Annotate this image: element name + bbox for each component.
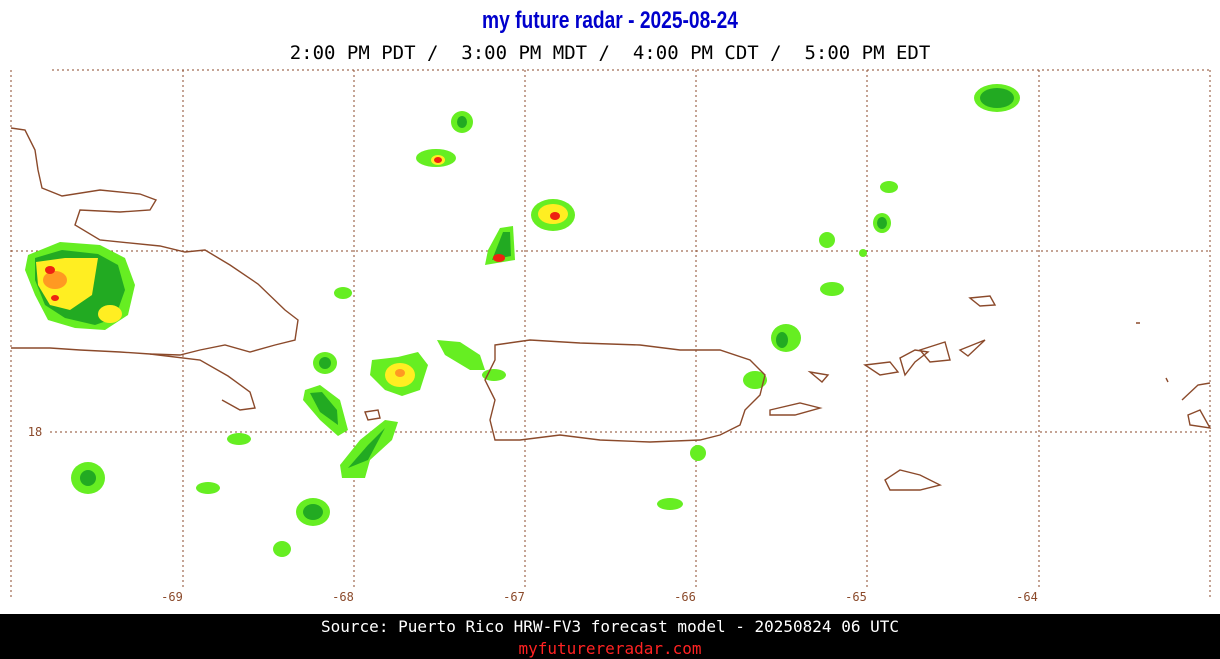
longitude-label: -66 [674,590,696,604]
coastlines [10,127,1212,491]
source-text: Source: Puerto Rico HRW-FV3 forecast mod… [321,617,899,636]
time-zones: 2:00 PM PDT / 3:00 PM MDT / 4:00 PM CDT … [290,42,931,64]
longitude-label: -68 [332,590,354,604]
longitude-label: -69 [161,590,183,604]
grid [10,69,1211,598]
longitude-labels: -69 -68 -67 -66 -65 -64 [161,590,1038,604]
longitude-label: -67 [503,590,525,604]
radar-echoes [25,84,1020,557]
site-link[interactable]: myfuturereradar.com [518,639,701,658]
latitude-label: 18 [28,425,42,439]
longitude-label: -64 [1016,590,1038,604]
longitude-label: -65 [845,590,867,604]
title: my future radar - 2025-08-24 [482,6,738,34]
footer-bar [0,614,1220,659]
